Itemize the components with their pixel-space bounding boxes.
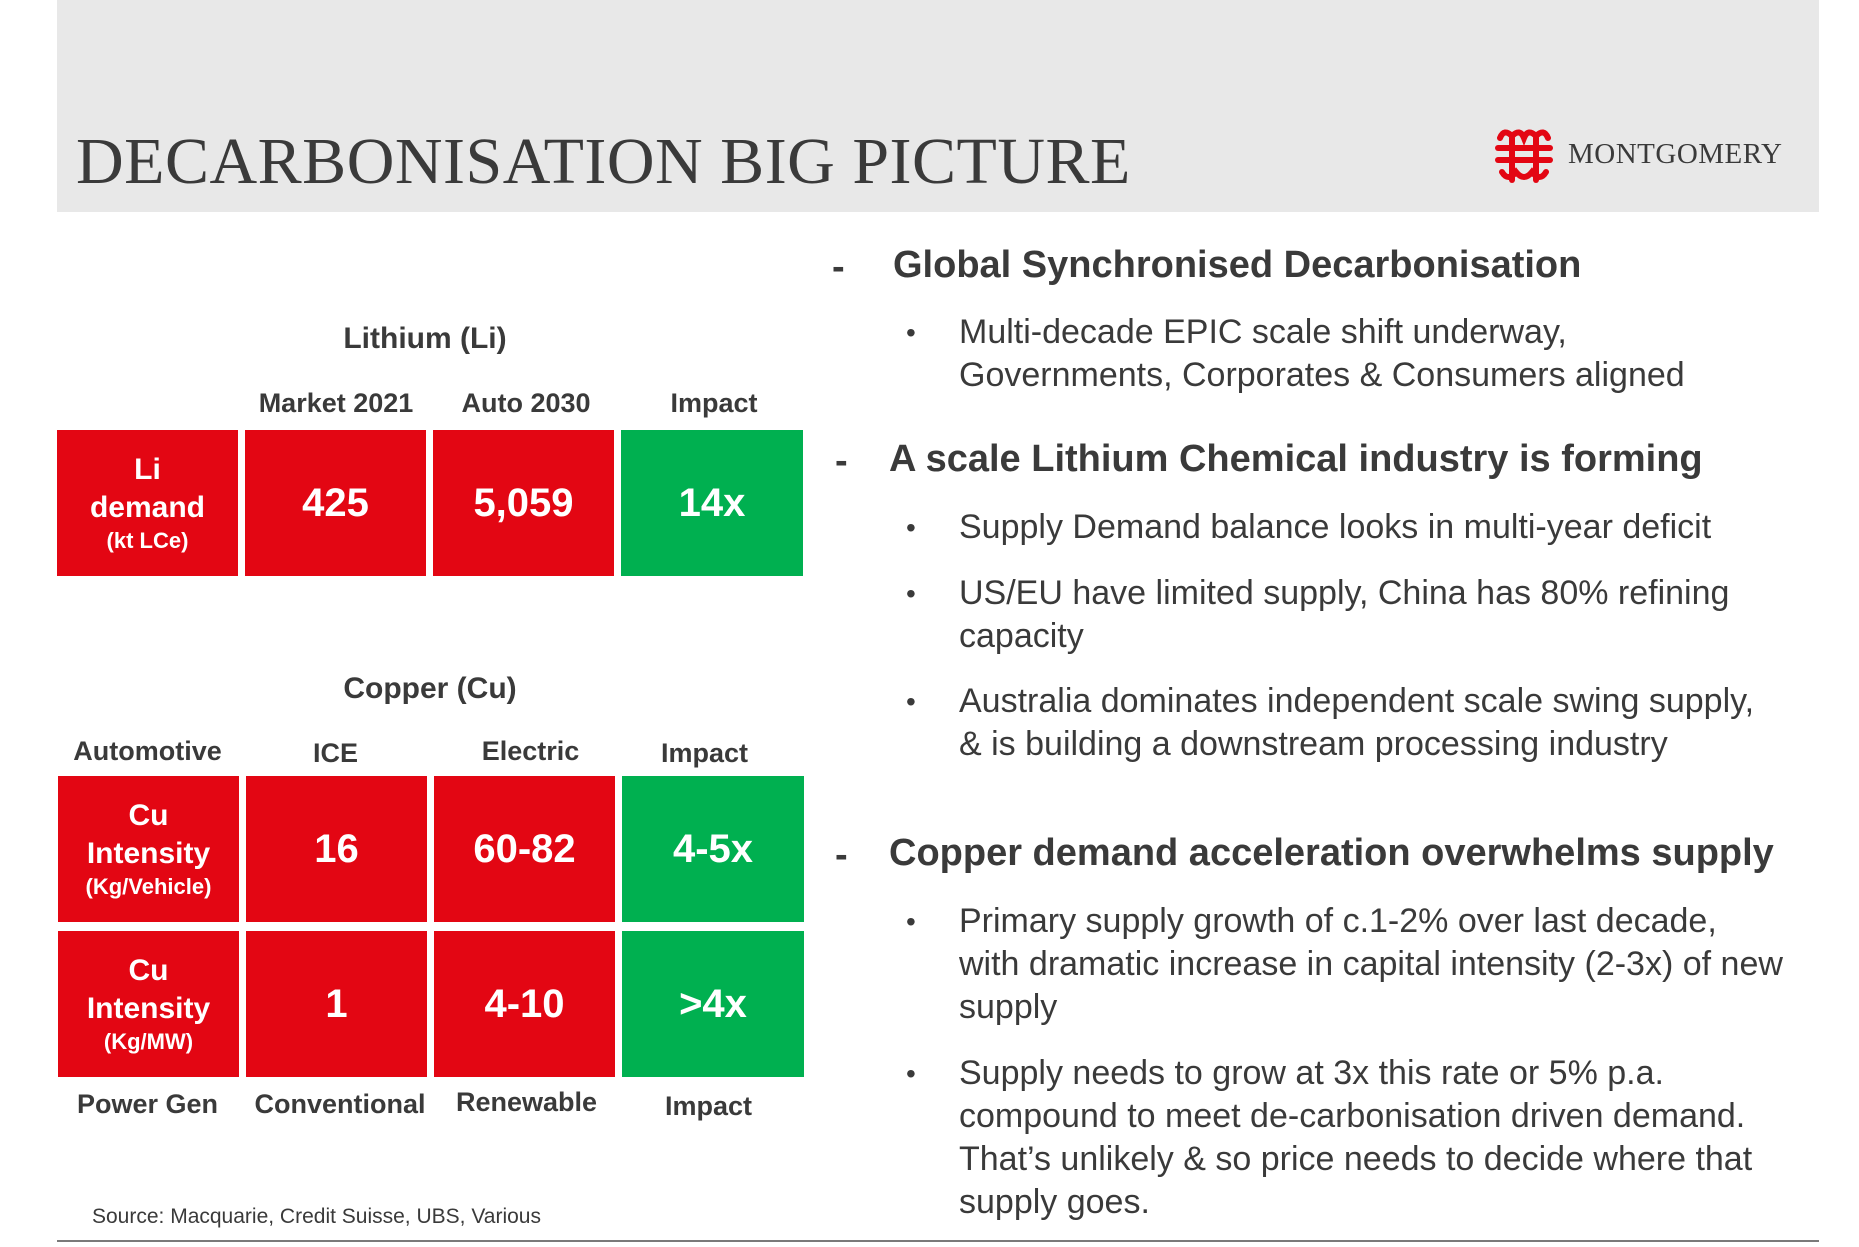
heading-dash: - (835, 834, 848, 876)
bottom-divider (57, 1240, 1819, 1242)
bullet-dot: • (906, 317, 916, 348)
bullet-dot: • (906, 906, 916, 937)
bullet-dot: • (906, 686, 916, 717)
bullet-dot: • (906, 578, 916, 609)
copper-col-renewable: Renewable (455, 1087, 598, 1117)
copper-col-automotive: Automotive (73, 736, 222, 766)
cu-vehicle-row-label: Cu Intensity (Kg/Vehicle) (58, 776, 239, 922)
li-impact-value: 14x (621, 430, 803, 576)
cu-renewable-value: 4-10 (434, 931, 615, 1077)
lithium-col-market-2021: Market 2021 (258, 388, 414, 418)
cu-ice-value: 16 (246, 776, 427, 922)
bullet-dot: • (906, 1058, 916, 1089)
heading-dash: - (832, 246, 845, 288)
bullet-text: Supply Demand balance looks in multi-yea… (959, 508, 1712, 546)
page-title: DECARBONISATION BIG PICTURE (76, 125, 1131, 198)
copper-col-ice: ICE (312, 738, 358, 768)
heading-copper-demand: Copper demand acceleration overwhelms su… (889, 832, 1774, 874)
heading-dash: - (835, 440, 848, 482)
copper-col-conventional: Conventional (254, 1089, 426, 1119)
montgomery-logo: MONTGOMERY (1494, 124, 1782, 184)
cu-mw-impact-value: >4x (622, 931, 804, 1077)
cu-electric-value: 60-82 (434, 776, 615, 922)
heading-global-decarbonisation: Global Synchronised Decarbonisation (893, 244, 1582, 286)
bullet-text: Primary supply growth of c.1-2% over las… (959, 902, 1783, 1026)
lithium-col-auto-2030: Auto 2030 (461, 388, 591, 418)
bullet-text: US/EU have limited supply, China has 80%… (959, 574, 1730, 655)
lithium-col-impact: Impact (670, 388, 758, 418)
li-market-2021-value: 425 (245, 430, 426, 576)
heading-lithium-industry: A scale Lithium Chemical industry is for… (889, 438, 1703, 480)
copper-col-impact: Impact (660, 738, 749, 768)
copper-col-power-gen: Power Gen (76, 1089, 219, 1119)
copper-title: Copper (Cu) (343, 672, 517, 705)
cu-vehicle-impact-value: 4-5x (622, 776, 804, 922)
li-demand-row-label: Li demand (kt LCe) (57, 430, 238, 576)
bullet-text: Australia dominates independent scale sw… (959, 682, 1755, 763)
bullet-text: Multi-decade EPIC scale shift underway, … (959, 313, 1685, 394)
cu-mw-row-label: Cu Intensity (Kg/MW) (58, 931, 239, 1077)
montgomery-logo-icon (1495, 129, 1553, 183)
copper-col-electric: Electric (481, 736, 580, 766)
bullet-dot: • (906, 512, 916, 543)
li-auto-2030-value: 5,059 (433, 430, 614, 576)
copper-col-impact-bottom: Impact (664, 1091, 753, 1121)
source-note: Source: Macquarie, Credit Suisse, UBS, V… (92, 1205, 541, 1228)
logo-text: MONTGOMERY (1568, 137, 1783, 170)
bullet-text: Supply needs to grow at 3x this rate or … (959, 1054, 1753, 1221)
lithium-title: Lithium (Li) (343, 322, 507, 355)
cu-conventional-value: 1 (246, 931, 427, 1077)
